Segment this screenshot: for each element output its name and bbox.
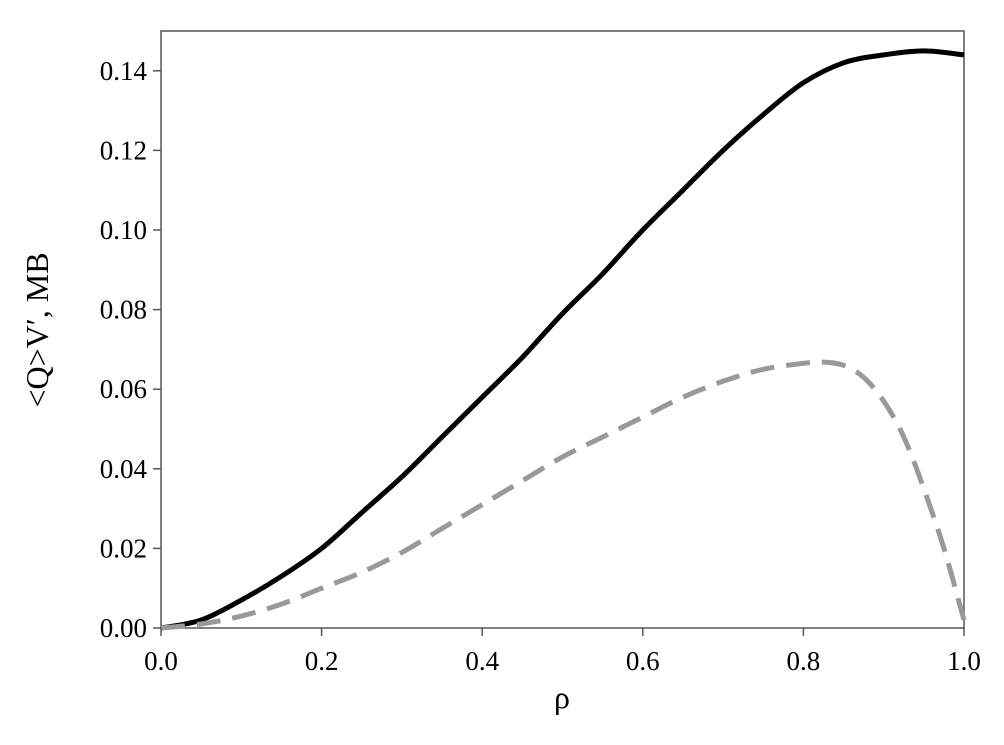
plot-area bbox=[160, 30, 965, 629]
x-tick-label: 0.6 bbox=[626, 646, 660, 676]
x-tick-label: 0.4 bbox=[465, 646, 499, 676]
y-tick-label: 0.14 bbox=[100, 56, 148, 86]
series-line-solid bbox=[160, 48, 965, 631]
x-tick-label: 1.0 bbox=[947, 646, 981, 676]
y-tick-label: 0.04 bbox=[100, 454, 148, 484]
y-axis-ticks: 0.00 0.02 0.04 0.06 0.08 0.10 0.12 0.14 bbox=[100, 56, 161, 643]
y-tick-label: 0.02 bbox=[100, 533, 147, 563]
x-axis-ticks: 0.0 0.2 0.4 0.6 0.8 1.0 bbox=[144, 628, 981, 676]
y-axis-title: <Q>V′, MB bbox=[19, 252, 55, 407]
y-tick-label: 0.10 bbox=[100, 215, 147, 245]
series-line-dashed bbox=[160, 359, 967, 631]
y-tick-label: 0.00 bbox=[100, 613, 147, 643]
plot-frame bbox=[160, 30, 965, 629]
x-tick-label: 0.8 bbox=[787, 646, 821, 676]
y-tick-label: 0.08 bbox=[100, 295, 147, 325]
series-layer bbox=[160, 48, 967, 631]
x-tick-label: 0.2 bbox=[305, 646, 339, 676]
y-tick-label: 0.06 bbox=[100, 374, 147, 404]
x-axis-title: ρ bbox=[554, 679, 570, 715]
x-tick-label: 0.0 bbox=[144, 646, 178, 676]
y-tick-label: 0.12 bbox=[100, 135, 147, 165]
